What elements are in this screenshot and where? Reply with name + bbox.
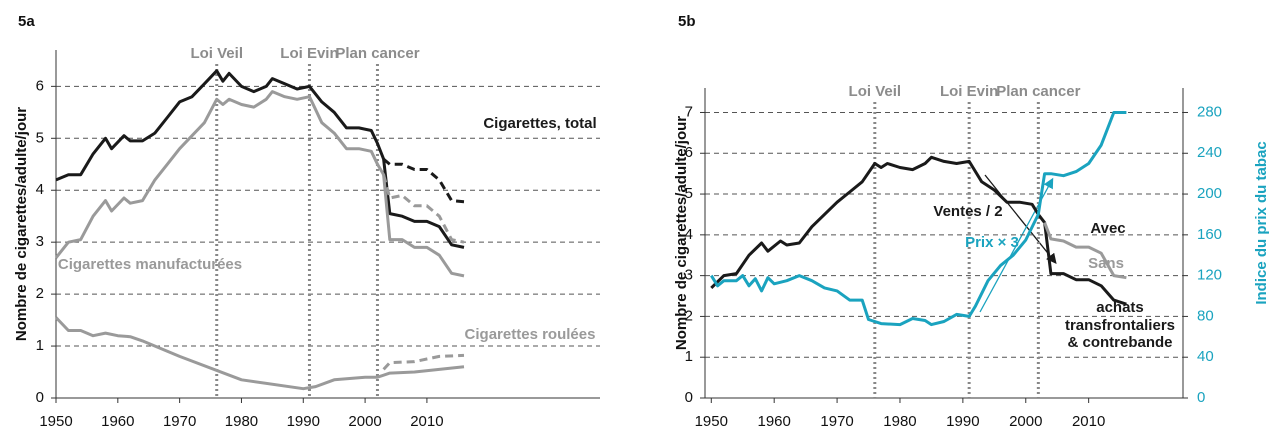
event-label: Loi Veil <box>190 45 243 62</box>
x-tick-label: 2010 <box>1072 413 1105 430</box>
x-tick-label: 1990 <box>946 413 979 430</box>
panel-title: 5a <box>18 13 35 30</box>
y-tick-label: 0 <box>685 389 693 406</box>
series-line <box>382 174 465 244</box>
y-tick-label: 1 <box>685 348 693 365</box>
y-tick-label: 0 <box>36 389 44 406</box>
x-tick-label: 1980 <box>225 413 258 430</box>
y2-tick-label: 80 <box>1197 307 1214 324</box>
x-tick-label: 1980 <box>883 413 916 430</box>
y-tick-label: 4 <box>685 226 693 243</box>
series-line <box>55 69 465 249</box>
annotation: Cigarettes manufacturées <box>58 256 242 273</box>
y2-tick-label: 280 <box>1197 103 1222 120</box>
y-tick-label: 5 <box>36 129 44 146</box>
panel-title: 5b <box>678 13 696 30</box>
annotation: Prix × 3 <box>965 234 1019 251</box>
x-tick-label: 1950 <box>39 413 72 430</box>
arrow <box>984 174 1057 265</box>
event-label: Loi Evin <box>940 83 998 100</box>
y-tick-label: 6 <box>36 77 44 94</box>
y2-tick-label: 120 <box>1197 267 1222 284</box>
y2-tick-label: 200 <box>1197 185 1222 202</box>
x-tick-label: 2000 <box>1009 413 1042 430</box>
y-tick-label: 7 <box>685 103 693 120</box>
y2-tick-label: 160 <box>1197 226 1222 243</box>
y-tick-label: 3 <box>36 233 44 250</box>
y-tick-label: 3 <box>685 267 693 284</box>
x-tick-label: 1970 <box>820 413 853 430</box>
x-tick-label: 2010 <box>410 413 443 430</box>
y-tick-label: 6 <box>685 144 693 161</box>
annotation: Cigarettes roulées <box>465 326 596 343</box>
y-tick-label: 4 <box>36 181 44 198</box>
y-tick-label: 1 <box>36 337 44 354</box>
x-tick-label: 2000 <box>348 413 381 430</box>
event-label: Loi Evin <box>280 45 338 62</box>
series-line <box>1043 222 1127 280</box>
x-tick-label: 1990 <box>287 413 320 430</box>
x-tick-label: 1960 <box>757 413 790 430</box>
y-tick-label: 2 <box>36 285 44 302</box>
y-tick-label: 5 <box>685 185 693 202</box>
series-line <box>382 157 465 204</box>
x-tick-label: 1970 <box>163 413 196 430</box>
event-label: Plan cancer <box>335 45 419 62</box>
series-line <box>710 111 1127 327</box>
annotation: Sans <box>1088 255 1124 272</box>
series-line <box>54 316 465 391</box>
y2-tick-label: 40 <box>1197 348 1214 365</box>
annotation: Avec <box>1090 220 1125 237</box>
series-line <box>54 90 465 278</box>
y-axis-label: Nombre de cigarettes/adulte/jour <box>673 116 690 350</box>
annotation: & contrebande <box>1067 334 1172 351</box>
event-label: Plan cancer <box>996 83 1080 100</box>
x-tick-label: 1960 <box>101 413 134 430</box>
annotation: Cigarettes, total <box>483 115 596 132</box>
annotation: achats <box>1096 299 1144 316</box>
y-axis-label: Nombre de cigarettes/adulte/jour <box>13 107 30 341</box>
series-line <box>382 353 465 371</box>
y2-tick-label: 0 <box>1197 389 1205 406</box>
series-line <box>710 155 1127 306</box>
x-tick-label: 1950 <box>695 413 728 430</box>
annotation: transfrontaliers <box>1065 317 1175 334</box>
y-tick-label: 2 <box>685 307 693 324</box>
annotation: Ventes / 2 <box>933 203 1002 220</box>
y2-axis-label: Indice du prix du tabac <box>1253 141 1270 304</box>
event-label: Loi Veil <box>849 83 902 100</box>
y2-tick-label: 240 <box>1197 144 1222 161</box>
